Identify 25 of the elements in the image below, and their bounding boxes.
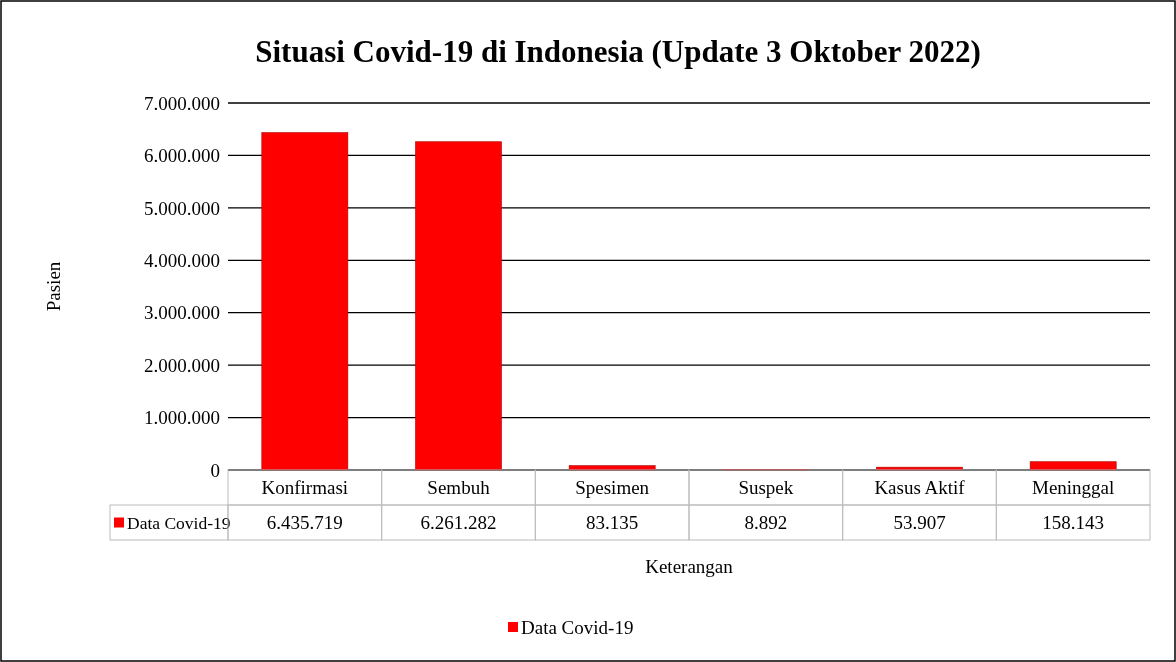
data-label: 83.135: [586, 512, 639, 534]
data-label: 6.435.719: [266, 512, 343, 534]
legend-label: Data Covid-19: [127, 512, 231, 533]
data-label: 158.143: [1042, 512, 1105, 534]
x-tick-label: Meninggal: [1032, 477, 1115, 499]
y-tick-label: 4.000.000: [144, 249, 220, 271]
chart-title: Situasi Covid-19 di Indonesia (Update 3 Oktober 2022): [255, 34, 981, 69]
data-label: 53.907: [893, 512, 946, 534]
y-axis-title: Pasien: [43, 261, 64, 312]
x-tick-label: Spesimen: [575, 477, 650, 499]
y-tick-label: 5.000.000: [144, 197, 220, 219]
y-tick-label: 1.000.000: [144, 407, 220, 429]
data-label: 6.261.282: [420, 512, 497, 534]
x-tick-label: Sembuh: [427, 477, 491, 499]
x-tick-label: Kasus Aktif: [874, 477, 966, 499]
y-tick-label: 0: [210, 459, 220, 481]
y-tick-label: 3.000.000: [144, 302, 220, 324]
y-tick-label: 7.000.000: [144, 92, 220, 114]
text: Data Covid-19: [521, 616, 634, 638]
x-tick-label: Konfirmasi: [261, 477, 349, 499]
x-axis-title: Keterangan: [645, 555, 734, 577]
y-tick-label: 2.000.000: [144, 354, 220, 376]
x-tick-label: Suspek: [738, 477, 794, 499]
y-tick-label: 6.000.000: [144, 145, 220, 167]
data-label: 8.892: [744, 512, 788, 534]
